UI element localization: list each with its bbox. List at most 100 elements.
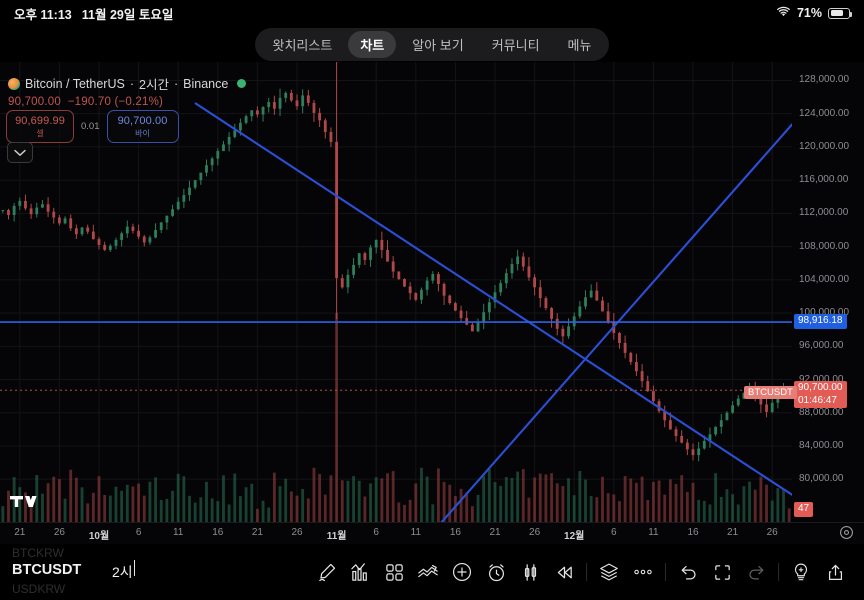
price-tick: 100,000.00 — [799, 307, 850, 319]
layouts-icon[interactable] — [377, 555, 411, 589]
price-tick: 104,000.00 — [799, 273, 850, 285]
time-tick: 11 — [172, 527, 184, 538]
fullscreen-icon[interactable] — [705, 555, 739, 589]
symbol-sep-2: · — [173, 76, 179, 91]
toolbar-divider-1 — [586, 563, 587, 581]
support-line-price-badge[interactable]: 98,916.18 — [794, 314, 847, 329]
redo-icon[interactable] — [739, 555, 773, 589]
price-tick: 80,000.00 — [799, 473, 844, 485]
symbol-change: −190.70 — [67, 96, 112, 108]
sell-price: 90,699.99 — [15, 115, 65, 127]
time-tick: 16 — [212, 527, 224, 538]
layers-icon[interactable] — [592, 555, 626, 589]
symbol-price-row: 90,700.00 −190.70 (−0.21%) — [8, 96, 246, 108]
price-tick: 92,000.00 — [799, 373, 844, 385]
sell-label: 셀 — [36, 129, 44, 138]
draw-tools-icon[interactable] — [309, 555, 343, 589]
buy-price: 90,700.00 — [117, 115, 168, 127]
symbol-interval: 2시간 — [139, 78, 169, 92]
time-tick: 26 — [291, 527, 303, 538]
indicators-icon[interactable] — [343, 555, 377, 589]
price-tick: 124,000.00 — [799, 107, 850, 119]
time-axis[interactable]: 21 26 10월 6 11 16 21 26 11월 6 11 16 21 26 12월 6 11 16 21 26 — [0, 522, 864, 544]
time-tick: 11월 — [326, 531, 347, 542]
symbol-name: Bitcoin / TetherUS — [25, 76, 125, 91]
symbol-prev[interactable]: BTCKRW — [12, 546, 64, 560]
time-tick: 6 — [373, 527, 379, 538]
undo-icon[interactable] — [671, 555, 705, 589]
tradingview-logo-icon — [10, 494, 40, 515]
price-tick: 120,000.00 — [799, 140, 850, 152]
price-tick: 96,000.00 — [799, 340, 844, 352]
tab-watchlist[interactable]: 왓치리스트 — [272, 37, 333, 53]
collapse-trade-panel-button[interactable] — [7, 142, 33, 163]
timezone-clock-icon[interactable] — [839, 525, 854, 544]
symbol-sep-1: · — [129, 76, 134, 91]
buy-label: 바이 — [135, 129, 150, 138]
bar-count-value: 47 — [798, 503, 810, 514]
symbol-title-row[interactable]: Bitcoin / TetherUS · 2시간 · Binance — [8, 74, 247, 93]
add-icon[interactable] — [445, 555, 479, 589]
time-tick: 26 — [529, 527, 541, 538]
price-axis[interactable]: 128,000.00 124,000.00 120,000.00 116,000.00… — [744, 62, 864, 544]
time-tick: 11 — [648, 527, 659, 538]
market-open-indicator-icon — [237, 79, 247, 88]
top-tab-bar: 왓치리스트 차트 알아 보기 커뮤니티 메뉴 — [0, 26, 864, 62]
time-tick: 16 — [687, 527, 699, 538]
alerts-icon[interactable] — [479, 555, 513, 589]
last-price-value: 90,700.00 — [798, 382, 843, 394]
time-tick: 12월 — [564, 531, 585, 542]
time-tick: 26 — [53, 527, 65, 538]
tab-chart[interactable]: 차트 — [348, 30, 397, 58]
last-price-badge[interactable]: 90,700.00 01:46:47 — [794, 381, 847, 409]
symbol-change-percent: (−0.21%) — [114, 96, 164, 108]
tab-menu[interactable]: 메뉴 — [567, 37, 592, 53]
chart-type-icon[interactable] — [513, 555, 547, 589]
price-tick: 128,000.00 — [799, 74, 850, 86]
status-date: 11월 29일 토요일 — [81, 7, 174, 22]
symbol-header[interactable]: Bitcoin / TetherUS · 2시간 · Binance 90,70… — [8, 74, 247, 108]
toolbar-icons — [198, 555, 852, 589]
trade-widget: 90,699.99 셀 0.01 90,700.00 바이 — [6, 110, 179, 143]
symbol-logo-icon — [8, 77, 20, 90]
price-badge-symbol-tag: BTCUSDT — [744, 386, 797, 400]
battery-icon — [828, 7, 852, 19]
time-tick: 21 — [489, 527, 501, 538]
symbol-next[interactable]: USDKRW — [12, 582, 66, 596]
symbol-current[interactable]: BTCUSDT — [12, 562, 82, 578]
chart-plot — [0, 62, 792, 522]
chevron-down-icon — [14, 144, 26, 162]
bottom-toolbar: BTCKRW BTCUSDT USDKRW 2시 — [0, 544, 864, 600]
time-tick: 26 — [766, 527, 778, 538]
toolbar-divider-2 — [665, 563, 666, 581]
battery-percent: 71% — [796, 6, 822, 20]
tab-community[interactable]: 커뮤니티 — [491, 37, 540, 53]
tab-explore[interactable]: 알아 보기 — [412, 37, 464, 53]
more-icon[interactable] — [626, 555, 660, 589]
tab-pill-group: 왓치리스트 차트 알아 보기 커뮤니티 메뉴 — [254, 27, 610, 61]
price-tick: 112,000.00 — [799, 207, 849, 219]
replay-icon[interactable] — [547, 555, 581, 589]
share-icon[interactable] — [818, 555, 852, 589]
time-tick: 21 — [251, 527, 263, 538]
status-time: 오후 11:13 — [14, 7, 72, 22]
symbol-selector[interactable]: BTCKRW BTCUSDT USDKRW — [12, 544, 108, 600]
time-tick: 16 — [449, 527, 461, 538]
buy-button[interactable]: 90,700.00 바이 — [106, 110, 179, 143]
symbol-last-price: 90,700.00 — [8, 96, 61, 108]
patterns-icon[interactable] — [411, 555, 445, 589]
price-tick: 108,000.00 — [799, 240, 850, 252]
price-tick: 88,000.00 — [799, 406, 844, 418]
status-bar-left: 오후 11:13 11월 29일 토요일 — [14, 4, 173, 23]
symbol-exchange: Binance — [183, 76, 229, 91]
time-tick: 21 — [727, 527, 739, 538]
sell-button[interactable]: 90,699.99 셀 — [6, 110, 74, 143]
bar-countdown: 01:46:47 — [798, 394, 837, 406]
spread-value: 0.01 — [81, 121, 100, 132]
ideas-icon[interactable] — [784, 555, 818, 589]
price-tick: 84,000.00 — [799, 439, 844, 451]
timeframe-selector[interactable]: 2시 — [112, 560, 198, 582]
chart-area[interactable]: Bitcoin / TetherUS · 2시간 · Binance 90,70… — [0, 62, 864, 544]
bar-count-badge[interactable]: 47 — [794, 502, 814, 517]
status-bar-right: 71% — [776, 6, 852, 21]
